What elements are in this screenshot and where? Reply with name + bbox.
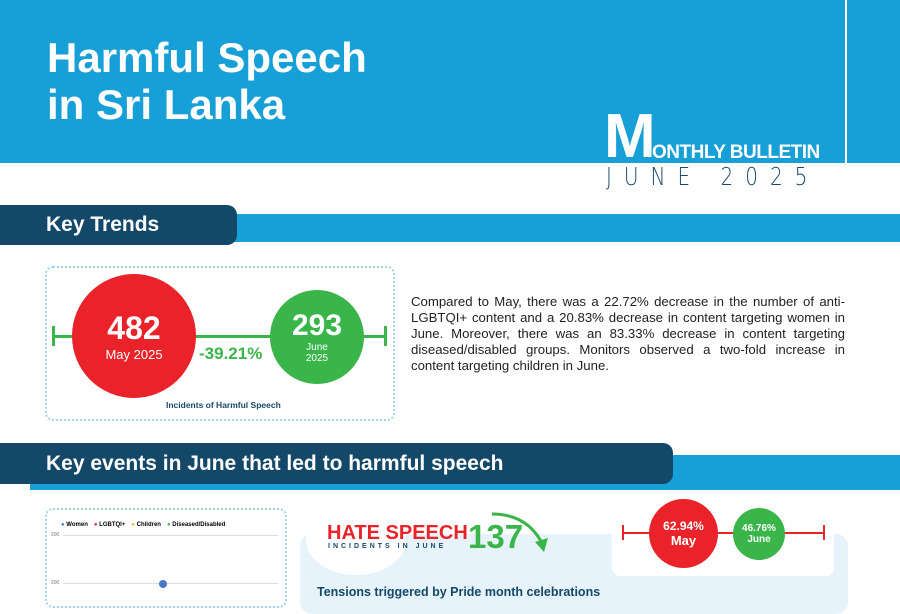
june-label: 2025	[305, 353, 329, 364]
line-cap	[823, 525, 825, 540]
legend-children: ● Children	[131, 522, 161, 528]
legend-lgbtqi: ● LGBTQI+	[93, 522, 126, 528]
decor-circle	[306, 505, 406, 575]
chart-box: ● Women ● LGBTQI+ ● Children ● Diseased/…	[45, 508, 287, 608]
section-heading-key-trends: Key Trends	[0, 205, 237, 245]
june-circle: 293 June 2025	[270, 290, 364, 384]
gridline	[63, 583, 278, 584]
may-value: 482	[107, 310, 161, 346]
bulletin-label: ONTHLY BULLETIN	[652, 142, 820, 163]
may-circle: 482 May 2025	[72, 274, 196, 398]
y-tick: 200	[51, 532, 60, 538]
may-label: May 2025	[105, 347, 163, 362]
data-point	[159, 580, 167, 588]
connector-line	[623, 532, 825, 534]
hate-speech-title: HATE SPEECH	[327, 522, 468, 544]
bulletin-m: M	[604, 112, 656, 162]
title-line: Harmful Speech	[47, 34, 367, 81]
change-percent: -39.21%	[199, 344, 263, 363]
june-percent-circle: 46.76% June	[733, 508, 785, 560]
section-heading-key-events: Key events in June that led to harmful s…	[0, 443, 673, 484]
trends-box	[45, 266, 395, 421]
page-title: Harmful Speech in Sri Lanka	[47, 34, 367, 128]
june-label: June	[747, 534, 771, 545]
may-percent-circle: 62.94% May	[649, 499, 718, 568]
june-label: June	[306, 342, 328, 353]
arrow-down-icon	[491, 512, 548, 552]
may-label: May	[670, 533, 697, 548]
line-cap	[52, 326, 55, 346]
comparison-box	[612, 500, 834, 576]
event-title: Tensions triggered by Pride month celebr…	[317, 585, 601, 599]
hate-speech-count: 137	[468, 518, 524, 555]
line-cap	[622, 525, 624, 540]
chart-legend: ● Women ● LGBTQI+ ● Children ● Diseased/…	[61, 522, 225, 528]
legend-diseased: ● Diseased/Disabled	[166, 522, 226, 528]
connector-line	[53, 335, 386, 338]
gridline	[63, 535, 278, 536]
trends-paragraph: Compared to May, there was a 22.72% decr…	[411, 294, 845, 373]
bulletin-date: JUNE 2025	[606, 162, 820, 191]
title-line: in Sri Lanka	[47, 81, 286, 128]
header-banner	[0, 0, 900, 163]
divider	[845, 0, 847, 185]
legend-women: ● Women	[61, 522, 88, 528]
line-cap	[384, 326, 387, 346]
june-percent: 46.76%	[742, 523, 776, 534]
june-value: 293	[291, 309, 343, 342]
may-percent: 62.94%	[663, 519, 704, 533]
y-tick: 200	[51, 580, 60, 586]
hate-speech-subtitle: INCIDENTS IN JUNE	[328, 543, 447, 550]
trends-caption: Incidents of Harmful Speech	[166, 400, 281, 410]
